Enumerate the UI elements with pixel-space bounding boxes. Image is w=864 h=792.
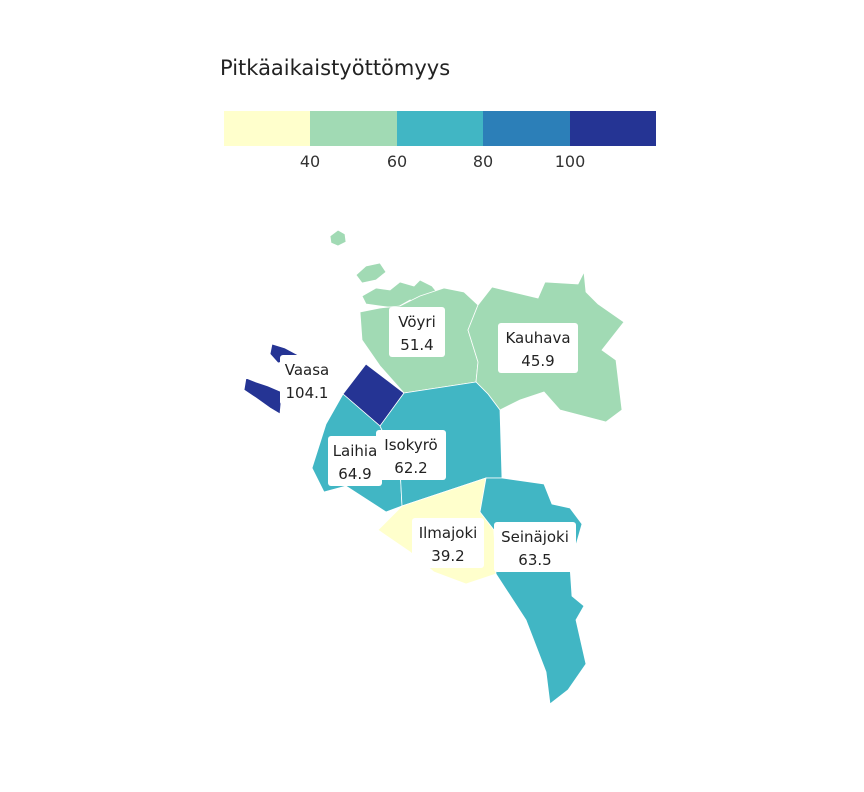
label-name: Kauhava	[505, 329, 570, 347]
label-name: Seinäjoki	[501, 528, 569, 546]
legend-ticks: 40 60 80 100	[224, 152, 656, 176]
legend-swatch-4	[483, 111, 570, 146]
label-name: Ilmajoki	[419, 524, 478, 542]
label-vaasa: Vaasa 104.1	[280, 355, 334, 405]
label-value: 62.2	[394, 459, 427, 477]
label-value: 51.4	[400, 336, 433, 354]
legend-swatch-3	[396, 111, 484, 146]
map-title: Pitkäaikaistyöttömyys	[220, 56, 451, 80]
label-value: 104.1	[286, 384, 329, 402]
label-voyri: Vöyri 51.4	[389, 307, 445, 357]
label-name: Vöyri	[398, 313, 436, 331]
color-legend	[224, 111, 657, 146]
label-value: 45.9	[521, 352, 554, 370]
legend-tick: 60	[386, 152, 408, 171]
legend-swatch-5	[569, 111, 657, 146]
label-value: 39.2	[431, 547, 464, 565]
legend-swatch-1	[224, 111, 311, 146]
legend-tick: 100	[554, 152, 586, 171]
label-kauhava: Kauhava 45.9	[498, 323, 578, 373]
label-name: Isokyrö	[384, 436, 437, 454]
label-ilmajoki: Ilmajoki 39.2	[412, 518, 484, 568]
label-name: Laihia	[333, 442, 378, 460]
label-isokyro: Isokyrö 62.2	[376, 430, 446, 480]
legend-tick: 80	[472, 152, 494, 171]
label-value: 63.5	[518, 551, 551, 569]
label-laihia: Laihia 64.9	[328, 436, 382, 486]
label-seinajoki: Seinäjoki 63.5	[494, 522, 576, 572]
label-name: Vaasa	[285, 361, 330, 379]
legend-tick: 40	[299, 152, 321, 171]
region-vaasa[interactable]	[243, 343, 405, 427]
label-value: 64.9	[338, 465, 371, 483]
region-seinajoki[interactable]	[479, 477, 587, 705]
legend-swatch-2	[310, 111, 397, 146]
